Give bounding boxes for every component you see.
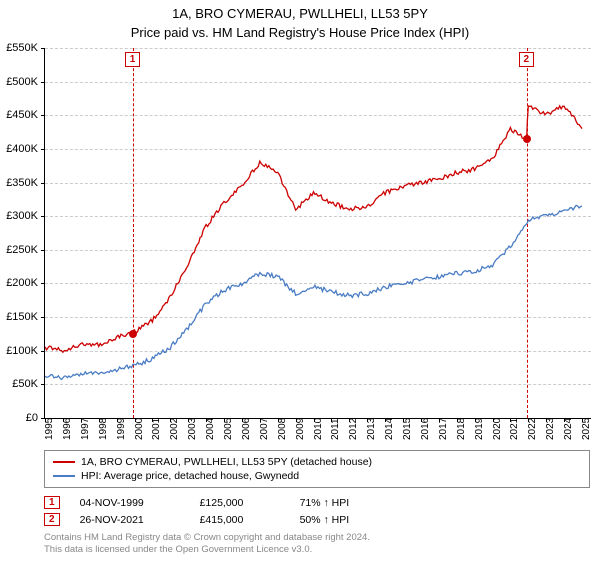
x-axis-label: 1998 [98, 418, 109, 440]
x-axis-label: 2020 [492, 418, 503, 440]
y-axis-label: £100K [0, 345, 38, 357]
x-axis-label: 2018 [456, 418, 467, 440]
x-axis-label: 2025 [581, 418, 592, 440]
chart-container: 1A, BRO CYMERAU, PWLLHELI, LL53 5PY Pric… [0, 6, 600, 566]
transaction-date: 04-NOV-1999 [80, 497, 180, 509]
x-axis-label: 2006 [241, 418, 252, 440]
y-axis-label: £150K [0, 311, 38, 323]
y-axis-label: £500K [0, 76, 38, 88]
x-axis-label: 1996 [62, 418, 73, 440]
x-axis-label: 2007 [259, 418, 270, 440]
footer-line: Contains HM Land Registry data © Crown c… [44, 532, 590, 544]
series-line-hpi [45, 205, 582, 379]
series-line-property [45, 106, 582, 352]
x-axis-label: 2005 [223, 418, 234, 440]
legend-label: HPI: Average price, detached house, Gwyn… [81, 470, 299, 482]
x-axis-label: 1999 [116, 418, 127, 440]
y-axis-label: £450K [0, 109, 38, 121]
x-axis-label: 2009 [295, 418, 306, 440]
transaction-date: 26-NOV-2021 [80, 514, 180, 526]
x-axis-label: 2010 [313, 418, 324, 440]
x-axis-label: 2016 [420, 418, 431, 440]
line-chart-svg [45, 48, 591, 418]
legend-item: HPI: Average price, detached house, Gwyn… [53, 469, 581, 483]
y-axis-label: £0 [0, 412, 38, 424]
x-axis-label: 2004 [205, 418, 216, 440]
legend: 1A, BRO CYMERAU, PWLLHELI, LL53 5PY (det… [44, 450, 590, 488]
transaction-marker [129, 330, 137, 338]
plot-region: 12 [44, 48, 591, 419]
x-axis-label: 2008 [277, 418, 288, 440]
x-axis-label: 2021 [509, 418, 520, 440]
x-axis-label: 2024 [563, 418, 574, 440]
x-axis-label: 2012 [348, 418, 359, 440]
chart-area: 12 £0£50K£100K£150K£200K£250K£300K£350K£… [44, 48, 590, 418]
x-axis-label: 2017 [438, 418, 449, 440]
y-axis-label: £550K [0, 42, 38, 54]
x-axis-label: 2013 [366, 418, 377, 440]
x-axis-label: 2000 [134, 418, 145, 440]
x-axis-label: 2019 [474, 418, 485, 440]
x-axis-label: 2001 [151, 418, 162, 440]
y-axis-label: £400K [0, 143, 38, 155]
y-axis-label: £50K [0, 378, 38, 390]
transaction-price: £415,000 [200, 514, 280, 526]
legend-swatch [53, 461, 75, 463]
transaction-row: 1 04-NOV-1999 £125,000 71% ↑ HPI [44, 494, 590, 511]
transaction-number: 1 [44, 496, 60, 509]
transaction-table: 1 04-NOV-1999 £125,000 71% ↑ HPI 2 26-NOV-202… [44, 494, 590, 528]
legend-label: 1A, BRO CYMERAU, PWLLHELI, LL53 5PY (det… [81, 456, 372, 468]
footer-attribution: Contains HM Land Registry data © Crown c… [44, 532, 590, 557]
y-axis-label: £250K [0, 244, 38, 256]
x-axis-label: 2002 [169, 418, 180, 440]
chart-subtitle: Price paid vs. HM Land Registry's House … [0, 25, 600, 40]
y-axis-label: £350K [0, 177, 38, 189]
transaction-pct: 71% ↑ HPI [300, 497, 390, 509]
x-axis-label: 2022 [527, 418, 538, 440]
transaction-price: £125,000 [200, 497, 280, 509]
x-axis-label: 2023 [545, 418, 556, 440]
y-axis-label: £200K [0, 277, 38, 289]
x-axis-label: 1995 [44, 418, 55, 440]
y-axis-label: £300K [0, 210, 38, 222]
x-axis-label: 2011 [330, 418, 341, 440]
legend-item: 1A, BRO CYMERAU, PWLLHELI, LL53 5PY (det… [53, 455, 581, 469]
transaction-row: 2 26-NOV-2021 £415,000 50% ↑ HPI [44, 511, 590, 528]
x-axis-label: 2014 [384, 418, 395, 440]
x-axis-label: 2003 [187, 418, 198, 440]
transaction-pct: 50% ↑ HPI [300, 514, 390, 526]
legend-swatch [53, 475, 75, 477]
transaction-number: 2 [44, 513, 60, 526]
transaction-marker [523, 135, 531, 143]
chart-title: 1A, BRO CYMERAU, PWLLHELI, LL53 5PY [0, 6, 600, 21]
x-axis-label: 1997 [80, 418, 91, 440]
footer-line: This data is licensed under the Open Gov… [44, 544, 590, 556]
x-axis-label: 2015 [402, 418, 413, 440]
